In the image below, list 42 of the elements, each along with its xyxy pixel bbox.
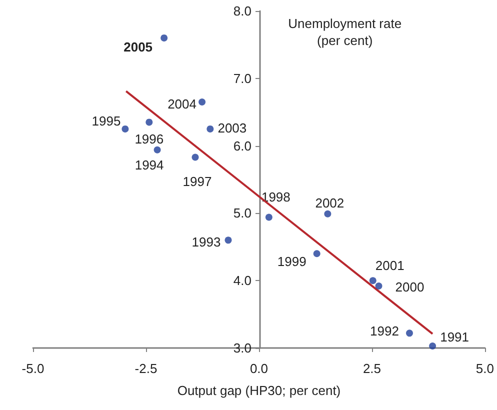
- annotation: 1991: [440, 329, 469, 344]
- annotation: 2004: [168, 96, 196, 112]
- annotation: 1997: [182, 174, 212, 189]
- y-tick-label: 6.0: [233, 138, 252, 154]
- x-tick-label: 2.5: [362, 361, 382, 376]
- point: [206, 125, 214, 132]
- annotation: 2005: [124, 39, 153, 54]
- annotation: 1994: [134, 157, 164, 172]
- annotation: 1998: [261, 190, 290, 205]
- annotation: 2003: [218, 120, 247, 136]
- y-tick-label: 8.0: [233, 4, 252, 18]
- point: [198, 98, 206, 106]
- y-tick-label: 4.0: [233, 273, 252, 288]
- x-tick-label: 5.0: [476, 361, 494, 376]
- annotation: 2000: [395, 279, 424, 294]
- annotation: 1995: [92, 113, 121, 128]
- point: [313, 250, 320, 258]
- x-tick-label: -2.5: [134, 361, 158, 376]
- point: [160, 34, 168, 42]
- y-tick-label: 5.0: [233, 206, 252, 221]
- y-tick-label: 7.0: [233, 70, 252, 86]
- y-axis-title: Unemployment rate (per cent): [288, 16, 402, 48]
- point: [146, 118, 153, 126]
- point: [406, 330, 413, 337]
- annotation: 1996: [134, 132, 164, 147]
- annotation: 2002: [315, 195, 344, 210]
- annotation: 1993: [192, 234, 221, 250]
- point: [154, 146, 161, 154]
- point: [265, 214, 272, 221]
- point: [122, 125, 129, 132]
- point: [192, 154, 199, 161]
- x-tick-label: 0.0: [250, 361, 268, 376]
- point: [224, 236, 232, 244]
- annotation: 2001: [375, 258, 404, 274]
- x-axis-title: Output gap (HP30; per cent): [177, 383, 341, 398]
- annotation: 1992: [370, 324, 399, 339]
- annotation: 1999: [277, 254, 306, 270]
- point: [324, 210, 332, 218]
- x-tick-label: -5.0: [22, 361, 44, 376]
- point: [369, 277, 376, 284]
- point: [429, 342, 436, 350]
- point: [375, 282, 382, 290]
